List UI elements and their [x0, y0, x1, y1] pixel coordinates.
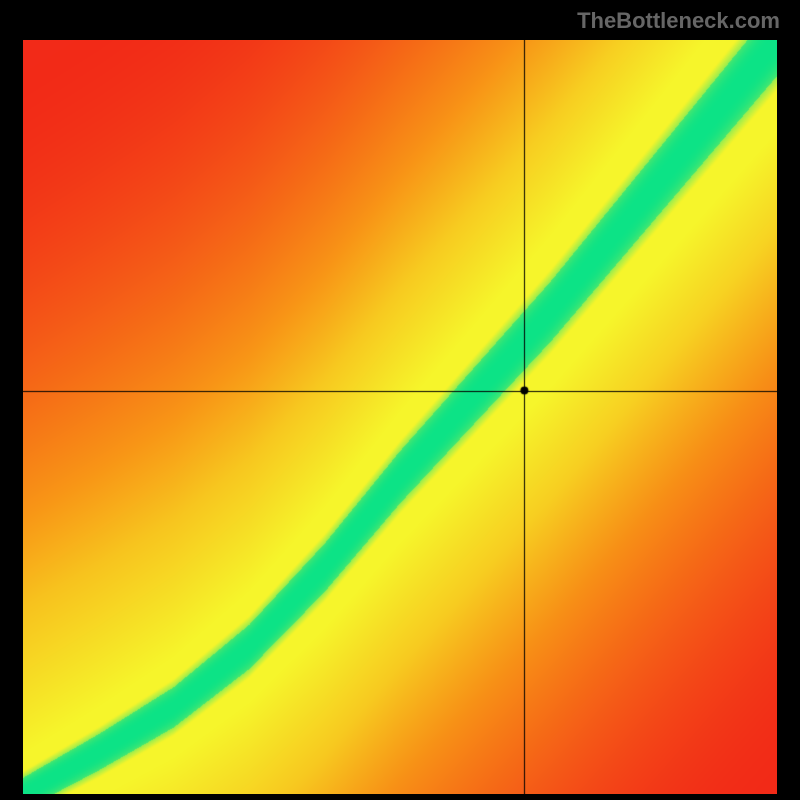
watermark-text: TheBottleneck.com: [577, 8, 780, 34]
heatmap-canvas: [23, 40, 777, 794]
heatmap-plot: [23, 40, 777, 794]
chart-container: TheBottleneck.com: [0, 0, 800, 800]
